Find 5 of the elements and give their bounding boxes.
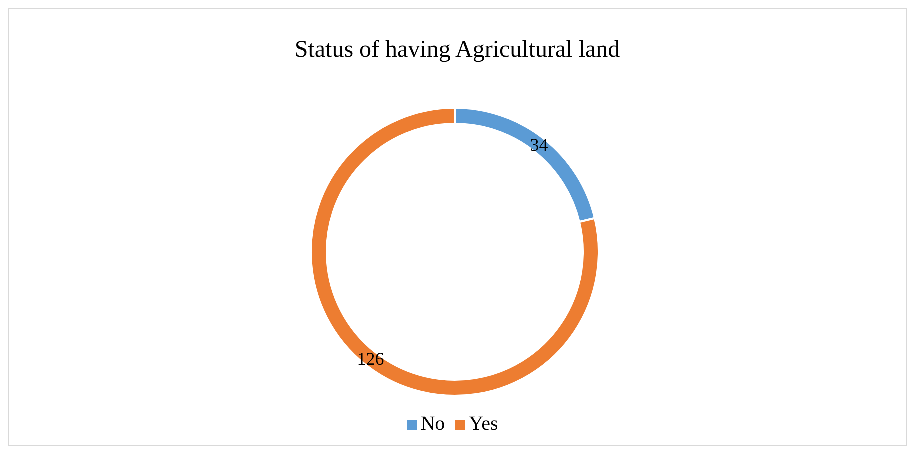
legend-label: No bbox=[420, 413, 446, 435]
data-label: 34 bbox=[530, 135, 548, 156]
donut-slice bbox=[310, 107, 600, 397]
chart-title: Status of having Agricultural land bbox=[294, 37, 622, 64]
legend-label: Yes bbox=[469, 413, 498, 435]
